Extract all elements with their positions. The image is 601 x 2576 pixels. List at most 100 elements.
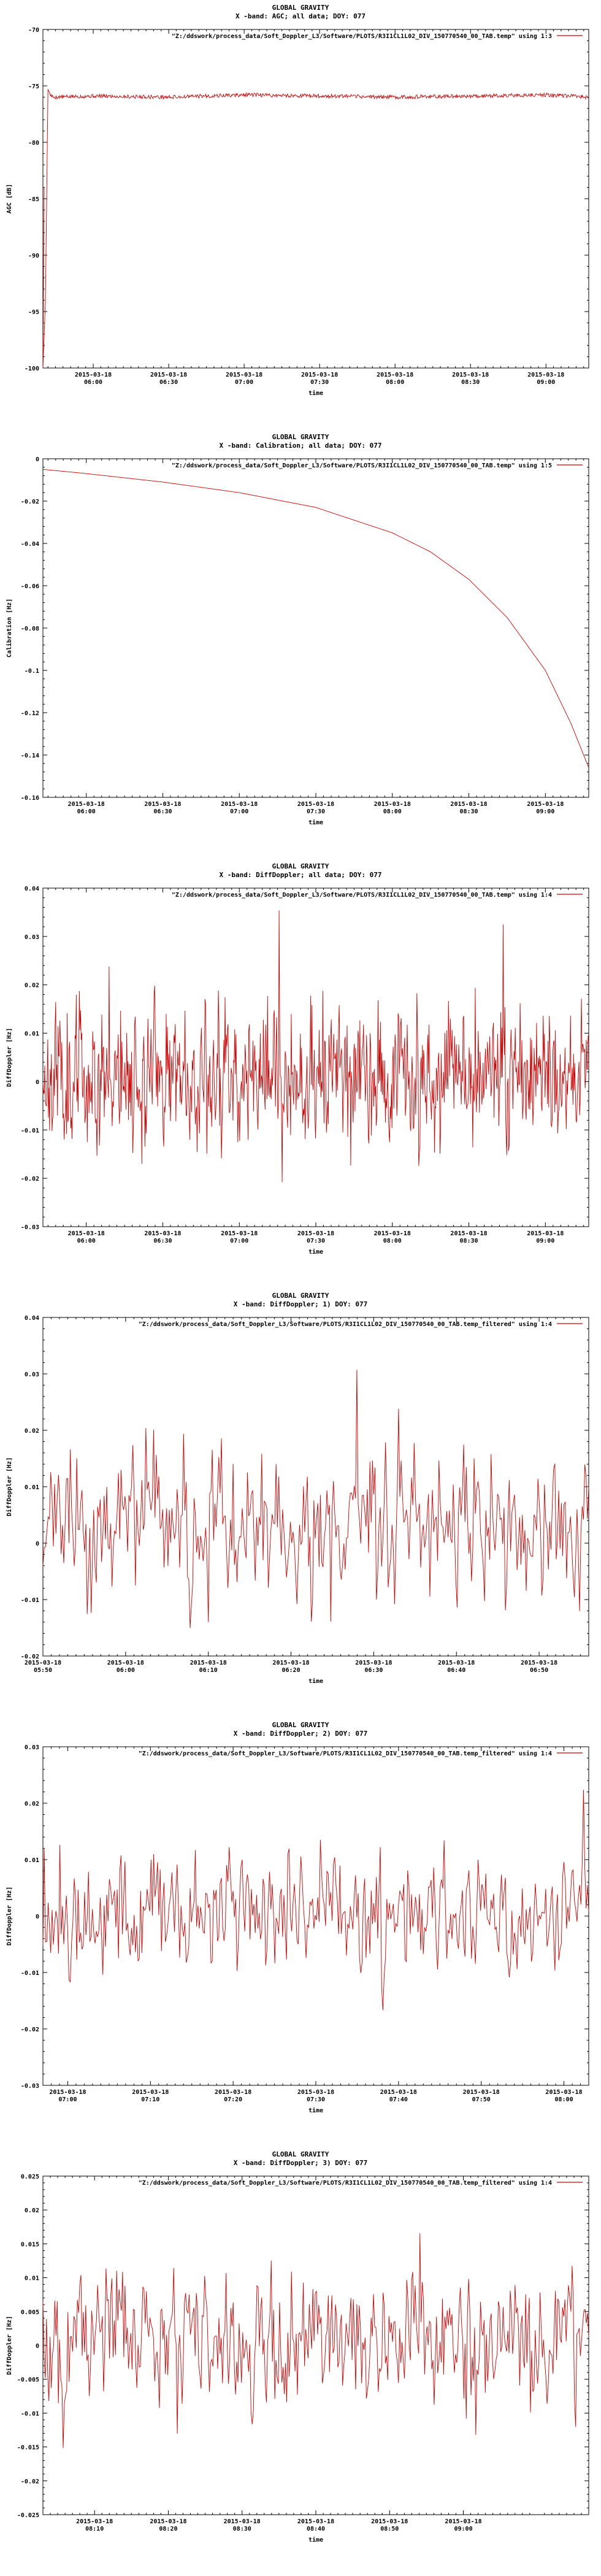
- y-axis-label: DiffDoppler [Hz]: [6, 2316, 13, 2375]
- y-tick-label: -0.02: [21, 2026, 39, 2033]
- chart-diffdoppler-1: GLOBAL GRAVITY X -band: DiffDoppler; 1) D…: [0, 1288, 601, 1717]
- x-tick-date: 2015-03-18: [150, 2518, 186, 2525]
- plot-frame: [42, 29, 589, 369]
- x-tick-date: 2015-03-18: [107, 1660, 144, 1666]
- y-tick-label: -0.14: [21, 753, 39, 759]
- x-tick-date: 2015-03-18: [452, 372, 489, 378]
- x-tick-date: 2015-03-18: [297, 2089, 334, 2096]
- chart-subtitle: X -band: DiffDoppler; 1) DOY: 077: [234, 1300, 368, 1308]
- chart-title: GLOBAL GRAVITY: [272, 1292, 329, 1300]
- x-tick-time: 07:00: [235, 379, 253, 386]
- y-tick-label: -0.04: [21, 541, 39, 548]
- x-tick-date: 2015-03-18: [463, 2089, 500, 2096]
- legend-text: "Z:/ddswork/process_data/Soft_Doppler_L3…: [172, 462, 552, 469]
- legend-text: "Z:/ddswork/process_data/Soft_Doppler_L3…: [139, 1750, 552, 1757]
- chart-agc: GLOBAL GRAVITY X -band: AGC; all data; DO…: [0, 0, 601, 429]
- x-tick-date: 2015-03-18: [25, 1660, 61, 1666]
- x-tick-time: 08:00: [386, 379, 404, 386]
- x-tick-time: 07:30: [307, 808, 325, 815]
- legend-text: "Z:/ddswork/process_data/Soft_Doppler_L3…: [172, 33, 552, 40]
- x-tick-date: 2015-03-18: [380, 2089, 417, 2096]
- x-tick-time: 07:20: [224, 2096, 242, 2103]
- x-tick-time: 06:20: [281, 1667, 300, 1674]
- x-tick-date: 2015-03-18: [297, 2518, 334, 2525]
- y-tick-label: -0.12: [21, 710, 39, 717]
- y-tick-label: 0.01: [25, 1484, 39, 1491]
- x-tick-time: 08:00: [383, 1238, 402, 1244]
- x-tick-date: 2015-03-18: [76, 2518, 113, 2525]
- x-tick-date: 2015-03-18: [272, 1660, 309, 1666]
- data-series-line: [42, 1790, 589, 2011]
- x-tick-time: 06:00: [84, 379, 102, 386]
- y-tick-label: 0.02: [25, 1801, 39, 1807]
- chart-subtitle: X -band: DiffDoppler; 2) DOY: 077: [234, 1730, 368, 1738]
- y-tick-label: 0: [36, 1079, 39, 1086]
- x-tick-date: 2015-03-18: [355, 1660, 392, 1666]
- y-tick-label: 0: [36, 456, 39, 463]
- chart-calibration: GLOBAL GRAVITY X -band: Calibration; all …: [0, 429, 601, 859]
- y-tick-label: -0.08: [21, 626, 39, 632]
- y-tick-label: 0.03: [25, 1744, 39, 1751]
- legend-text: "Z:/ddswork/process_data/Soft_Doppler_L3…: [139, 1321, 552, 1328]
- x-axis-label: time: [308, 2107, 323, 2114]
- x-tick-date: 2015-03-18: [144, 801, 181, 808]
- x-tick-time: 08:30: [459, 808, 478, 815]
- x-axis-label: time: [308, 819, 323, 826]
- x-tick-date: 2015-03-18: [450, 1230, 487, 1237]
- x-tick-date: 2015-03-18: [297, 1230, 334, 1237]
- x-tick-date: 2015-03-18: [371, 2518, 408, 2525]
- x-tick-time: 06:30: [364, 1667, 383, 1674]
- x-tick-time: 06:10: [199, 1667, 218, 1674]
- x-tick-date: 2015-03-18: [68, 1230, 105, 1237]
- chart-diffdoppler-all: GLOBAL GRAVITY X -band: DiffDoppler; all …: [0, 859, 601, 1288]
- y-tick-label: 0: [36, 2343, 39, 2350]
- chart-subtitle: X -band: DiffDoppler; 3) DOY: 077: [234, 2159, 368, 2167]
- y-tick-label: 0: [36, 1541, 39, 1547]
- y-tick-label: -0.01: [21, 2410, 39, 2417]
- x-tick-date: 2015-03-18: [224, 2518, 261, 2525]
- x-tick-date: 2015-03-18: [221, 1230, 258, 1237]
- x-tick-date: 2015-03-18: [132, 2089, 169, 2096]
- x-axis-label: time: [308, 1248, 323, 1255]
- data-series-line: [42, 910, 589, 1183]
- x-tick-date: 2015-03-18: [68, 801, 105, 808]
- y-tick-label: 0: [36, 1914, 39, 1920]
- chart-title: GLOBAL GRAVITY: [272, 862, 329, 870]
- x-tick-time: 07:40: [389, 2096, 408, 2103]
- x-tick-date: 2015-03-18: [445, 2518, 481, 2525]
- x-tick-date: 2015-03-18: [49, 2089, 86, 2096]
- y-tick-label: -0.03: [21, 2083, 39, 2090]
- x-tick-date: 2015-03-18: [438, 1660, 475, 1666]
- plot-frame: [42, 1746, 589, 2086]
- x-tick-time: 07:30: [307, 2096, 325, 2103]
- x-tick-time: 06:00: [117, 1667, 135, 1674]
- y-tick-label: -0.02: [21, 2478, 39, 2485]
- y-tick-label: 0.01: [25, 1031, 39, 1038]
- x-tick-date: 2015-03-18: [450, 801, 487, 808]
- x-tick-time: 07:30: [310, 379, 329, 386]
- x-tick-date: 2015-03-18: [75, 372, 112, 378]
- x-tick-time: 06:00: [77, 808, 96, 815]
- x-tick-date: 2015-03-18: [374, 1230, 411, 1237]
- y-tick-label: -80: [28, 140, 39, 147]
- y-tick-label: 0.025: [21, 2174, 39, 2180]
- chart-title: GLOBAL GRAVITY: [272, 433, 329, 441]
- y-tick-label: 0.01: [25, 1857, 39, 1864]
- y-tick-label: -100: [25, 366, 39, 372]
- x-tick-time: 08:00: [554, 2096, 573, 2103]
- chart-subtitle: X -band: Calibration; all data; DOY: 077: [220, 442, 382, 450]
- y-tick-label: -0.1: [25, 668, 39, 675]
- x-tick-time: 08:30: [233, 2526, 251, 2532]
- x-tick-time: 09:00: [536, 1238, 554, 1244]
- x-tick-time: 06:40: [447, 1667, 465, 1674]
- y-tick-label: -0.06: [21, 583, 39, 590]
- x-tick-date: 2015-03-18: [226, 372, 262, 378]
- x-tick-time: 05:50: [34, 1667, 52, 1674]
- chart-title: GLOBAL GRAVITY: [272, 2150, 329, 2158]
- y-tick-label: -85: [28, 196, 39, 203]
- x-tick-date: 2015-03-18: [144, 1230, 181, 1237]
- x-tick-time: 09:00: [454, 2526, 472, 2532]
- y-tick-label: -0.16: [21, 795, 39, 802]
- y-tick-label: -0.01: [21, 1127, 39, 1134]
